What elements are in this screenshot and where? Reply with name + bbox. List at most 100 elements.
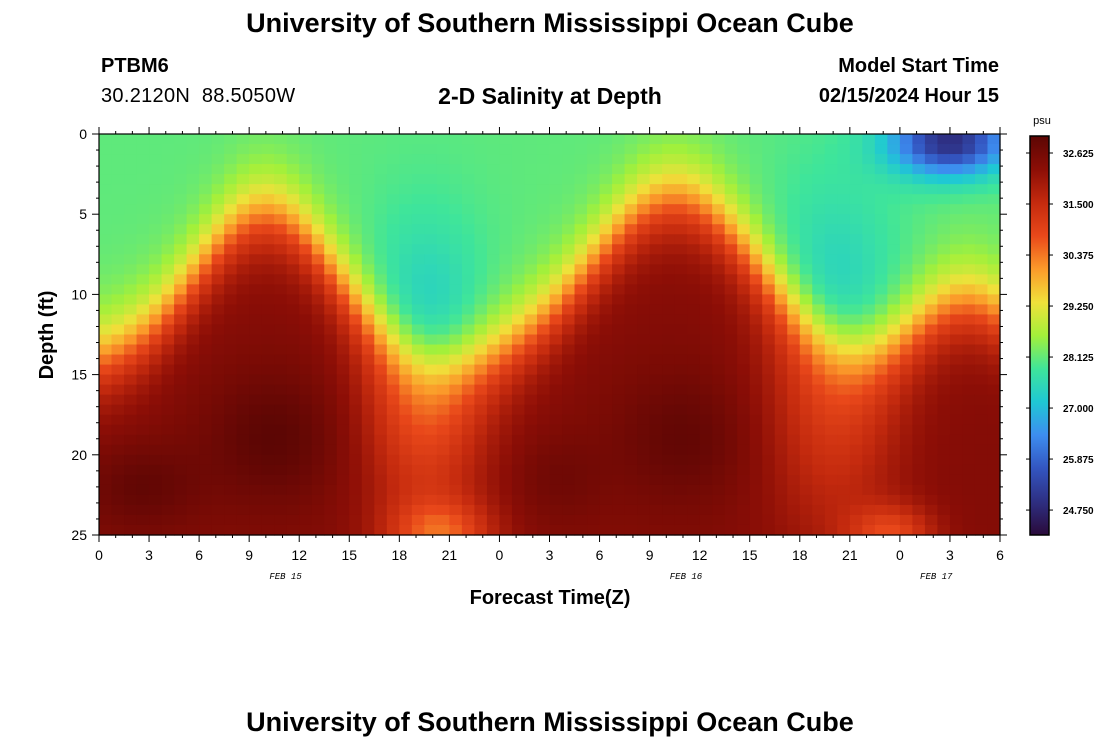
heatmap-cell <box>511 174 526 185</box>
heatmap-cell <box>186 384 200 396</box>
heatmap-cell <box>249 454 263 466</box>
heatmap-cell <box>874 474 888 486</box>
heatmap-cell <box>449 234 463 245</box>
heatmap-cell <box>324 164 338 175</box>
heatmap-cell <box>549 414 563 426</box>
heatmap-cell <box>962 504 976 516</box>
heatmap-cell <box>549 254 563 265</box>
heatmap-cell <box>824 284 838 296</box>
heatmap-cell <box>511 424 526 436</box>
heatmap-cell <box>637 454 651 466</box>
heatmap-cell <box>712 424 726 436</box>
heatmap-cell <box>649 234 663 245</box>
heatmap-cell <box>737 134 751 145</box>
heatmap-cell <box>424 144 438 155</box>
heatmap-cell <box>511 524 526 536</box>
heatmap-cell <box>161 374 175 386</box>
heatmap-cell <box>224 254 238 265</box>
heatmap-cell <box>974 194 989 205</box>
heatmap-cell <box>574 524 588 536</box>
heatmap-cell <box>649 274 663 285</box>
heatmap-cell <box>937 204 951 215</box>
heatmap-cell <box>599 134 613 145</box>
heatmap-cell <box>887 244 901 255</box>
heatmap-cell <box>674 354 688 366</box>
heatmap-cell <box>299 334 313 346</box>
heatmap-cell <box>249 204 263 215</box>
heatmap-cell <box>724 494 738 506</box>
colorbar-tick-label: 25.875 <box>1063 455 1094 466</box>
heatmap-cell <box>949 444 964 456</box>
heatmap-cell <box>486 514 501 526</box>
heatmap-cell <box>524 284 538 296</box>
heatmap-cell <box>311 204 325 215</box>
heatmap-cell <box>511 184 526 195</box>
heatmap-cell <box>449 394 463 406</box>
heatmap-cell <box>186 404 200 416</box>
heatmap-cell <box>624 424 638 436</box>
heatmap-cell <box>924 444 939 456</box>
heatmap-cell <box>324 364 338 376</box>
heatmap-cell <box>699 284 713 296</box>
heatmap-cell <box>199 444 213 456</box>
heatmap-cell <box>536 394 551 406</box>
heatmap-cell <box>762 304 776 316</box>
heatmap-cell <box>987 314 1001 326</box>
heatmap-cell <box>436 364 450 376</box>
heatmap-cell <box>849 154 863 165</box>
heatmap-cell <box>186 174 200 185</box>
heatmap-cell <box>199 464 213 476</box>
heatmap-cell <box>637 354 651 366</box>
heatmap-cell <box>987 364 1001 376</box>
heatmap-cell <box>724 404 738 416</box>
heatmap-cell <box>136 204 150 215</box>
heatmap-cell <box>399 374 413 386</box>
heatmap-cell <box>411 384 425 396</box>
heatmap-cell <box>424 314 438 326</box>
heatmap-cell <box>874 364 888 376</box>
heatmap-cell <box>361 514 375 526</box>
heatmap-cell <box>186 294 200 306</box>
heatmap-cell <box>787 384 801 396</box>
heatmap-cell <box>549 314 563 326</box>
heatmap-cell <box>199 374 213 386</box>
heatmap-cell <box>436 464 450 476</box>
heatmap-cell <box>536 264 551 275</box>
heatmap-cell <box>737 384 751 396</box>
heatmap-cell <box>749 154 763 165</box>
colorbar-tick-label: 24.750 <box>1063 506 1094 517</box>
heatmap-cell <box>274 164 288 175</box>
heatmap-cell <box>799 134 813 145</box>
heatmap-cell <box>649 284 663 296</box>
heatmap-cell <box>574 414 588 426</box>
heatmap-cell <box>549 234 563 245</box>
heatmap-cell <box>987 234 1001 245</box>
heatmap-cell <box>449 494 463 506</box>
heatmap-cell <box>724 364 738 376</box>
heatmap-cell <box>599 244 613 255</box>
heatmap-cell <box>474 414 488 426</box>
heatmap-cell <box>937 294 951 306</box>
heatmap-cell <box>449 484 463 496</box>
heatmap-cell <box>511 434 526 446</box>
heatmap-cell <box>486 364 501 376</box>
heatmap-cell <box>274 274 288 285</box>
heatmap-cell <box>374 344 388 356</box>
heatmap-cell <box>261 144 275 155</box>
heatmap-cell <box>649 304 663 316</box>
heatmap-cell <box>712 404 726 416</box>
heatmap-cell <box>649 334 663 346</box>
heatmap-cell <box>261 164 275 175</box>
heatmap-cell <box>599 364 613 376</box>
heatmap-cell <box>924 134 939 145</box>
heatmap-cell <box>149 214 163 225</box>
heatmap-cell <box>737 214 751 225</box>
heatmap-cell <box>174 404 188 416</box>
heatmap-cell <box>199 454 213 466</box>
heatmap-cell <box>812 414 826 426</box>
heatmap-cell <box>499 144 513 155</box>
heatmap-cell <box>824 454 838 466</box>
heatmap-cell <box>849 384 863 396</box>
heatmap-cell <box>299 374 313 386</box>
heatmap-cell <box>499 474 513 486</box>
